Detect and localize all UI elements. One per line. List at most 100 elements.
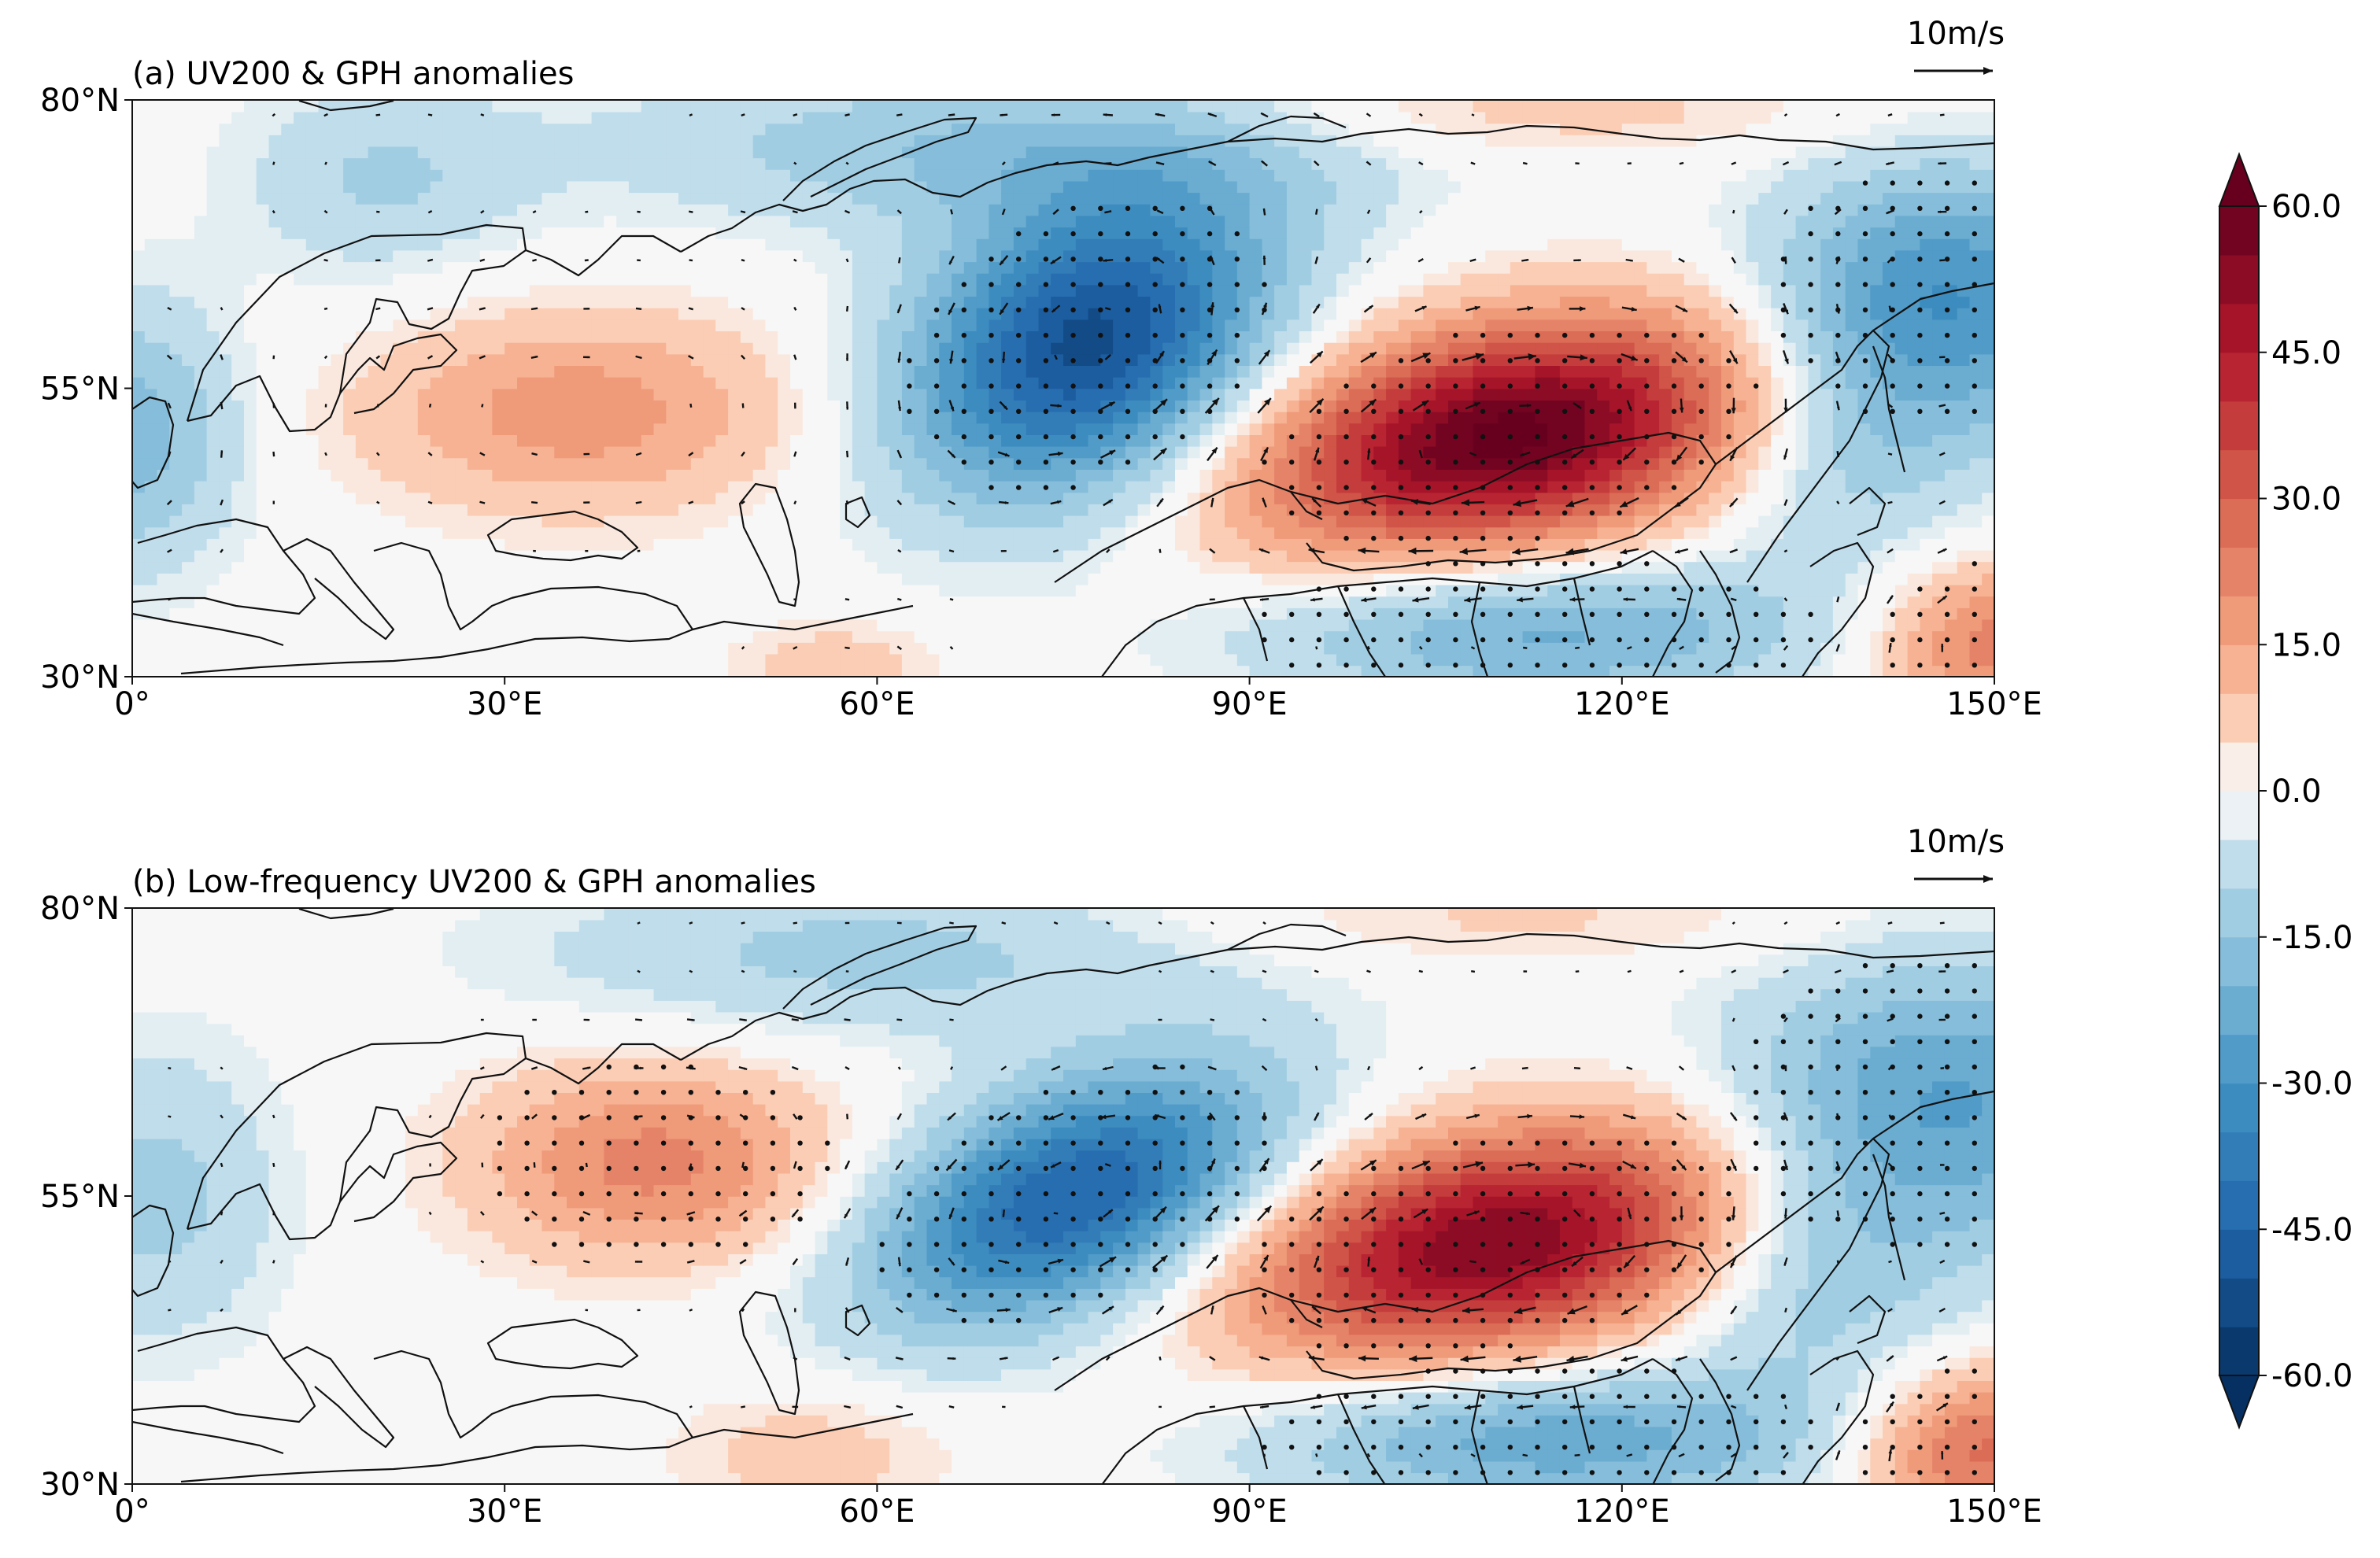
field-cell (989, 642, 1002, 655)
field-cell (132, 515, 146, 528)
field-cell (1125, 504, 1139, 516)
field-cell (1795, 307, 1809, 320)
field-cell (877, 434, 890, 447)
field-cell (1659, 388, 1672, 401)
field-cell (1510, 445, 1524, 459)
field-cell (840, 434, 853, 447)
field-cell (1386, 584, 1399, 597)
field-cell (529, 319, 543, 331)
field-cell (939, 423, 952, 435)
field-cell (1659, 365, 1672, 378)
field-cell (963, 434, 978, 447)
field-cell (653, 307, 667, 320)
field-cell (1894, 330, 1909, 343)
field-cell (455, 411, 468, 424)
field-cell (455, 573, 468, 585)
field-cell (1038, 504, 1052, 516)
field-cell (827, 388, 841, 401)
field-cell (728, 492, 741, 504)
field-cell (455, 665, 468, 677)
field-cell (1696, 365, 1709, 378)
field-cell (331, 504, 344, 516)
field-cell (1026, 330, 1040, 343)
field-cell (504, 584, 518, 597)
field-cell (169, 515, 183, 528)
field-cell (1957, 573, 1971, 585)
field-cell (132, 330, 146, 343)
field-cell (1137, 307, 1151, 320)
field-cell (877, 515, 890, 528)
field-cell (914, 538, 928, 551)
field-cell (1262, 353, 1275, 366)
field-cell (827, 342, 841, 355)
field-cell (1944, 296, 1958, 308)
field-cell (666, 492, 679, 504)
field-cell (1299, 457, 1313, 470)
field-cell (1845, 515, 1859, 528)
field-cell (305, 538, 320, 551)
field-cell (976, 561, 990, 574)
field-cell (790, 296, 804, 308)
field-cell (1932, 584, 1946, 597)
field-cell (1125, 607, 1139, 620)
field-cell (864, 319, 878, 331)
field-cell (1621, 653, 1635, 666)
field-cell (1982, 376, 1994, 390)
field-cell (578, 457, 593, 470)
field-cell (1274, 642, 1288, 655)
field-cell (653, 561, 667, 574)
field-cell (1311, 376, 1325, 390)
field-cell (827, 480, 841, 493)
field-cell (1683, 376, 1698, 390)
field-cell (1199, 457, 1214, 470)
field-cell (541, 504, 556, 516)
field-cell (827, 376, 841, 390)
field-cell (1001, 538, 1014, 551)
field-cell (1113, 365, 1126, 378)
field-cell (1125, 573, 1139, 585)
field-cell (169, 492, 183, 504)
field-cell (1075, 342, 1089, 355)
field-cell (567, 284, 580, 297)
field-cell (1920, 596, 1933, 608)
field-cell (926, 607, 941, 620)
field-cell (1212, 469, 1225, 482)
field-cell (1522, 538, 1536, 551)
field-cell (852, 653, 866, 666)
field-cell (1001, 607, 1014, 620)
field-cell (752, 411, 767, 424)
field-cell (256, 653, 270, 666)
field-cell (578, 376, 593, 390)
field-cell (1436, 365, 1449, 378)
field-cell (1883, 457, 1896, 470)
field-cell (157, 307, 171, 320)
field-cell (740, 411, 754, 424)
field-cell (628, 630, 642, 643)
field-cell (827, 653, 841, 666)
field-cell (1088, 457, 1102, 470)
field-cell (1683, 296, 1698, 308)
field-cell (840, 526, 853, 539)
field-cell (1621, 388, 1635, 401)
field-cell (802, 584, 816, 597)
field-cell (1832, 388, 1846, 401)
field-cell (1113, 618, 1126, 632)
field-cell (1758, 434, 1772, 447)
field-cell (678, 445, 692, 459)
field-cell (1795, 665, 1809, 677)
field-cell (1137, 342, 1151, 355)
field-cell (1274, 538, 1288, 551)
field-cell (1460, 665, 1474, 677)
field-cell (318, 469, 332, 482)
field-cell (541, 573, 556, 585)
field-cell (604, 457, 617, 470)
field-cell (1609, 573, 1623, 585)
field-cell (1336, 388, 1350, 401)
field-cell (1733, 411, 1747, 424)
field-cell (492, 434, 505, 447)
field-cell (1075, 573, 1089, 585)
field-cell (1162, 642, 1176, 655)
field-cell (1746, 388, 1760, 401)
field-cell (715, 526, 729, 539)
field-cell (1398, 342, 1412, 355)
